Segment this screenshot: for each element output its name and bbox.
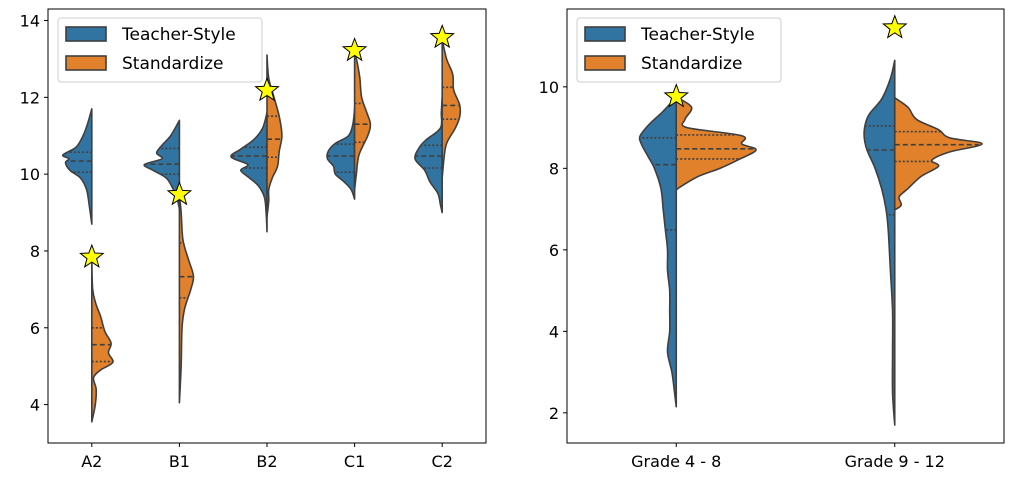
star-marker-Grade9-12	[881, 14, 908, 39]
y-tick-label: 8	[549, 159, 559, 178]
y-tick-label: 14	[20, 12, 40, 31]
y-tick-label: 12	[20, 88, 40, 107]
violin-teacher-style-A2	[62, 108, 93, 225]
star-marker-C1	[341, 37, 368, 62]
x-tick-label: C2	[432, 452, 453, 471]
violin-teacher-style-Grade4-8	[638, 96, 678, 408]
legend-swatch-standardize	[584, 55, 626, 71]
violin-standardize-Grade9-12	[893, 97, 983, 211]
violin-standardize-B2	[266, 54, 283, 218]
legend-label-teacher-style: Teacher-Style	[121, 25, 236, 45]
y-tick-label: 6	[30, 319, 40, 338]
violin-standardize-Grade4-8	[675, 96, 757, 191]
x-tick-label: C1	[344, 452, 365, 471]
x-tick-label: Grade 4 - 8	[631, 452, 721, 471]
y-tick-label: 6	[549, 241, 559, 260]
axes-frame	[566, 8, 1005, 444]
y-tick-label: 4	[549, 322, 559, 341]
legend-swatch-teacher-style	[65, 26, 107, 42]
violin-standardize-C1	[353, 50, 372, 191]
x-tick-label: B2	[256, 452, 277, 471]
legend-frame	[57, 17, 263, 83]
star-marker-B2	[254, 76, 280, 102]
violin-standardize-B1	[178, 194, 195, 404]
legend-frame	[576, 17, 782, 83]
y-tick-label: 8	[30, 242, 40, 261]
y-tick-label: 4	[30, 396, 40, 415]
star-marker-B1	[166, 181, 193, 206]
legend-label-standardize: Standardize	[641, 54, 742, 74]
x-tick-label: A2	[81, 452, 102, 471]
y-tick-label: 2	[549, 404, 559, 423]
y-tick-label: 10	[20, 165, 40, 184]
star-marker-C2	[429, 23, 455, 49]
x-tick-label: Grade 9 - 12	[845, 452, 945, 471]
violin-standardize-A2	[91, 257, 114, 423]
legend-swatch-teacher-style	[584, 26, 626, 42]
violin-teacher-style-Grade9-12	[863, 59, 896, 426]
legend: Teacher-Style Standardize	[57, 17, 263, 83]
violin-teacher-style-B2	[230, 111, 268, 233]
legend-label-standardize: Standardize	[122, 54, 223, 74]
violin-teacher-style-C1	[326, 108, 356, 200]
star-marker-Grade4-8	[663, 83, 690, 108]
y-tick-label: 10	[539, 78, 559, 97]
legend: Teacher-Style Standardize	[576, 17, 782, 83]
chart-1: 4 6 8 10 12 14 A2 B1 B2 C1 C2 Teacher-Style Standard…	[20, 8, 487, 471]
violin-teacher-style-C2	[414, 96, 443, 214]
star-marker-A2	[79, 243, 105, 268]
x-tick-label: B1	[169, 452, 190, 471]
legend-swatch-standardize	[65, 55, 107, 71]
legend-label-teacher-style: Teacher-Style	[640, 25, 755, 45]
chart-2: 2 4 6 8 10 Grade 4 - 8 Grade 9 - 12 Teacher-Sty…	[539, 8, 1005, 471]
violin-standardize-C2	[441, 38, 462, 179]
